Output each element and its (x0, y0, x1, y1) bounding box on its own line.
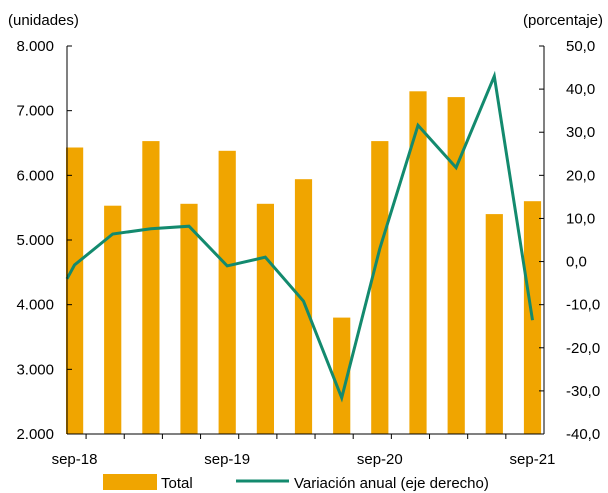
left-tick-label: 3.000 (16, 361, 54, 378)
bar-dic-19 (256, 203, 274, 434)
right-tick-label: 40,0 (566, 81, 595, 98)
x-tick-label: sep-20 (357, 451, 403, 468)
left-tick-label: 4.000 (16, 297, 54, 314)
bar-series-total (66, 91, 542, 435)
left-tick-label: 6.000 (16, 167, 54, 184)
left-tick-label: 8.000 (16, 38, 54, 55)
x-tick-label: sep-18 (52, 451, 98, 468)
left-tick-label: 7.000 (16, 103, 54, 120)
plot-area: 2.000 3.000 4.000 5.000 6.000 7.000 8.000 -40,… (16, 38, 600, 468)
bar-mar-21 (447, 97, 465, 434)
x-axis-ticks: sep-18 sep-19 sep-20 sep-21 (52, 434, 556, 468)
right-axis-ticks: -40,0 -30,0 -20,0 -10,0 0,0 10,0 20,0 30,0 40,0 5… (539, 38, 600, 443)
bar-mar-20 (294, 179, 313, 434)
left-axis-unit-label: (unidades) (8, 12, 79, 29)
bar-dic-20 (409, 91, 427, 435)
bar-sep-20 (371, 141, 389, 434)
bar-sep-19 (218, 150, 236, 435)
x-tick-label: sep-21 (510, 451, 556, 468)
bar-mar-19 (142, 141, 160, 434)
bar-dic-18 (104, 205, 122, 434)
right-tick-label: 20,0 (566, 167, 595, 184)
bar-jun-20 (333, 317, 351, 434)
right-tick-label: 50,0 (566, 38, 595, 55)
bar-jun-19 (180, 203, 198, 434)
line-path (65, 70, 534, 403)
right-tick-label: 30,0 (566, 124, 595, 141)
legend: Total Variación anual (eje derecho) (103, 474, 489, 492)
left-tick-label: 2.000 (16, 426, 54, 443)
legend-swatch-total (103, 474, 157, 490)
left-tick-label: 5.000 (16, 232, 54, 249)
x-tick-label: sep-19 (204, 451, 250, 468)
line-series-variacion-anual (65, 70, 534, 403)
right-axis-unit-label: (porcentaje) (523, 12, 603, 29)
bar-sep-18 (66, 147, 84, 434)
right-tick-label: -20,0 (566, 340, 600, 357)
right-tick-label: -10,0 (566, 297, 600, 314)
right-tick-label: 10,0 (566, 210, 595, 227)
legend-label-variacion-anual: Variación anual (eje derecho) (294, 475, 489, 492)
legend-label-total: Total (161, 475, 193, 492)
right-tick-label: -40,0 (566, 426, 600, 443)
left-axis-ticks: 2.000 3.000 4.000 5.000 6.000 7.000 8.000 (16, 38, 72, 443)
bar-jun-21 (485, 214, 503, 434)
right-tick-label: 0,0 (566, 254, 587, 271)
right-tick-label: -30,0 (566, 383, 600, 400)
